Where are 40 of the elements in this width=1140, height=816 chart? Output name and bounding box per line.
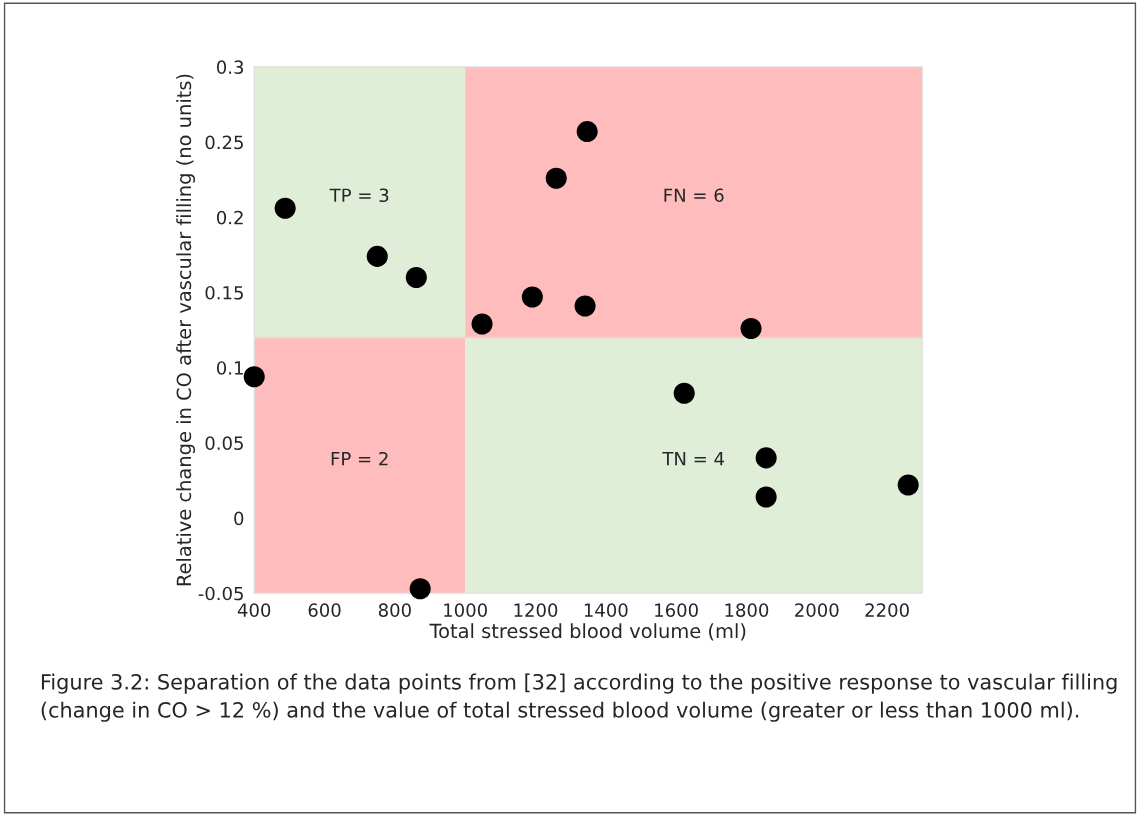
y-tick-label: 0.05 [205, 436, 243, 450]
x-tick-label: 1600 [655, 603, 698, 617]
point [545, 167, 567, 189]
x-tick-label: 400 [237, 603, 271, 617]
band-label: FN = 6 [664, 188, 724, 203]
x-tick-label: 800 [378, 603, 411, 617]
x-tick-label: 1000 [444, 603, 487, 617]
y-tick-label: 0 [234, 511, 244, 526]
y-tick-label: 0.2 [216, 210, 243, 225]
y-tick-label: 0.25 [205, 135, 243, 150]
point [366, 245, 388, 267]
point [521, 286, 543, 308]
x-axis-title: Total stressed blood volume (ml) [429, 623, 746, 641]
point [574, 295, 596, 317]
band-label: TP = 3 [329, 188, 389, 203]
point [471, 313, 493, 335]
point [740, 318, 762, 340]
x-tick-label: 600 [308, 603, 341, 617]
point [755, 486, 777, 508]
band-label: FP = 2 [331, 451, 388, 466]
point [755, 447, 777, 469]
x-tick-label: 2000 [795, 603, 839, 617]
point [274, 197, 296, 219]
point [405, 266, 427, 288]
point [243, 366, 265, 388]
y-axis-title: Relative change in CO after vascular filling (no units) [176, 74, 195, 586]
point [576, 121, 598, 143]
point [409, 578, 431, 600]
y-tick-label: 0.1 [216, 361, 243, 375]
band-label: TN = 4 [662, 452, 725, 466]
x-tick-label: 1800 [725, 603, 769, 617]
point [673, 382, 695, 404]
y-tick-label: 0.15 [205, 285, 243, 300]
point [897, 474, 919, 496]
x-tick-label: 1400 [584, 603, 628, 617]
caption: Figure 3.2: Separation of the data points from [32] according to the positive response to vascular filling (change in CO > 12 %) and the value of total stressed blood volume (greater or less than 1000 ml). [41, 673, 1117, 722]
x-tick-label: 1200 [514, 603, 558, 617]
y-tick-label: -0.05 [198, 586, 243, 601]
y-tick-label: 0.3 [216, 60, 244, 75]
x-tick-label: 2200 [865, 603, 909, 617]
